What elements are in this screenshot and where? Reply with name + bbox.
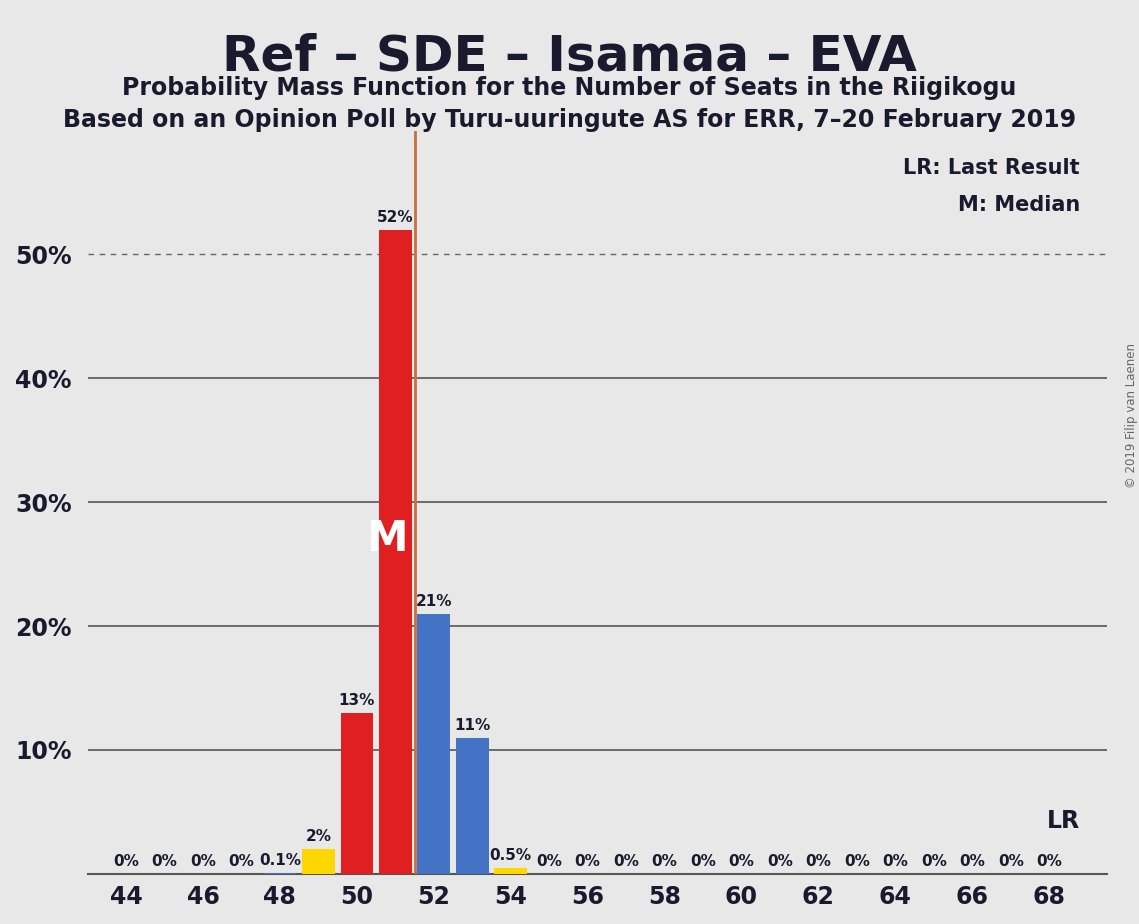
Text: LR: LR <box>1047 809 1080 833</box>
Text: Ref – SDE – Isamaa – EVA: Ref – SDE – Isamaa – EVA <box>222 32 917 80</box>
Text: 0%: 0% <box>229 854 254 869</box>
Bar <box>302 849 335 874</box>
Text: 11%: 11% <box>454 718 491 733</box>
Bar <box>379 230 411 874</box>
Text: © 2019 Filip van Laenen: © 2019 Filip van Laenen <box>1124 344 1138 488</box>
Bar <box>341 712 374 874</box>
Bar <box>456 737 489 874</box>
Text: 0%: 0% <box>575 854 600 869</box>
Text: 0%: 0% <box>536 854 563 869</box>
Text: 0%: 0% <box>113 854 139 869</box>
Text: Probability Mass Function for the Number of Seats in the Riigikogu: Probability Mass Function for the Number… <box>122 76 1017 100</box>
Text: M: Median: M: Median <box>958 195 1080 215</box>
Text: 0%: 0% <box>613 854 639 869</box>
Text: 52%: 52% <box>377 210 413 225</box>
Bar <box>494 868 527 874</box>
Text: 0%: 0% <box>690 854 716 869</box>
Text: 0%: 0% <box>959 854 985 869</box>
Text: M: M <box>366 518 408 560</box>
Text: 0%: 0% <box>998 854 1024 869</box>
Text: 0%: 0% <box>151 854 178 869</box>
Text: LR: Last Result: LR: Last Result <box>903 158 1080 177</box>
Text: 0%: 0% <box>767 854 793 869</box>
Text: 0%: 0% <box>805 854 831 869</box>
Text: 0%: 0% <box>190 854 216 869</box>
Text: 0%: 0% <box>729 854 754 869</box>
Text: 0.1%: 0.1% <box>259 853 301 868</box>
Text: 0%: 0% <box>883 854 908 869</box>
Text: 0.5%: 0.5% <box>490 847 532 863</box>
Text: 0%: 0% <box>1036 854 1063 869</box>
Text: 0%: 0% <box>844 854 870 869</box>
Text: 2%: 2% <box>305 829 331 845</box>
Text: Based on an Opinion Poll by Turu-uuringute AS for ERR, 7–20 February 2019: Based on an Opinion Poll by Turu-uuringu… <box>63 108 1076 132</box>
Text: 0%: 0% <box>921 854 947 869</box>
Bar <box>417 614 450 874</box>
Text: 0%: 0% <box>652 854 678 869</box>
Text: 21%: 21% <box>416 594 452 609</box>
Bar <box>263 872 296 874</box>
Text: 13%: 13% <box>338 693 375 708</box>
